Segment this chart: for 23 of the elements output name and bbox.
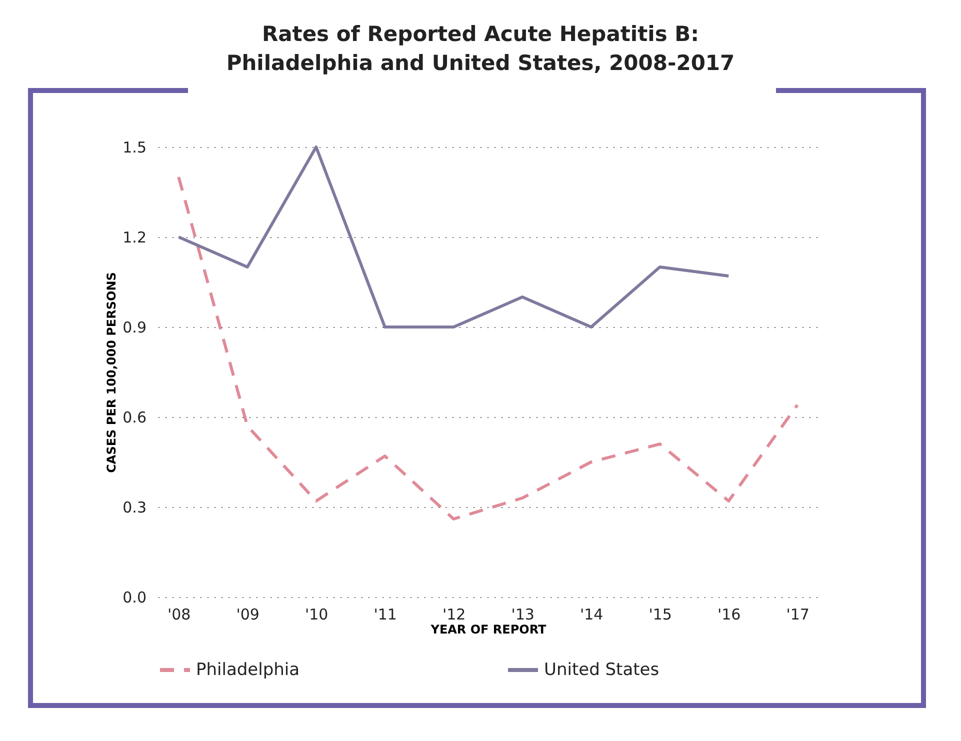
x-tick-label: '14 (580, 606, 604, 624)
x-tick-label: '17 (786, 606, 810, 624)
x-tick-label: '13 (511, 606, 534, 624)
y-tick-label: 0.3 (122, 498, 146, 516)
y-tick-label: 0.6 (122, 408, 146, 426)
x-tick-label: '10 (305, 606, 328, 624)
legend-label: Philadelphia (196, 660, 300, 680)
y-tick-label: 1.5 (122, 138, 146, 156)
y-tick-label: 1.2 (122, 228, 146, 246)
x-tick-label: '16 (718, 606, 741, 624)
x-tick-label: '09 (236, 606, 260, 624)
y-tick-label: 0.0 (122, 588, 146, 606)
x-axis-title: YEAR OF REPORT (430, 622, 548, 636)
line-series (177, 176, 799, 520)
legend-label: United States (544, 660, 660, 680)
x-tick-label: '15 (648, 606, 672, 624)
x-tick-label: '12 (442, 606, 466, 624)
y-tick-label: 0.9 (122, 318, 146, 336)
x-tick-label: '08 (168, 606, 191, 624)
x-tick-label: '11 (374, 606, 397, 624)
line-series (177, 146, 730, 328)
chart-title: Rates of Reported Acute Hepatitis B: Philadelphia and United States, 2008-2017 (225, 21, 736, 77)
y-axis-title: CASES PER 100,000 PERSONS (104, 272, 119, 473)
